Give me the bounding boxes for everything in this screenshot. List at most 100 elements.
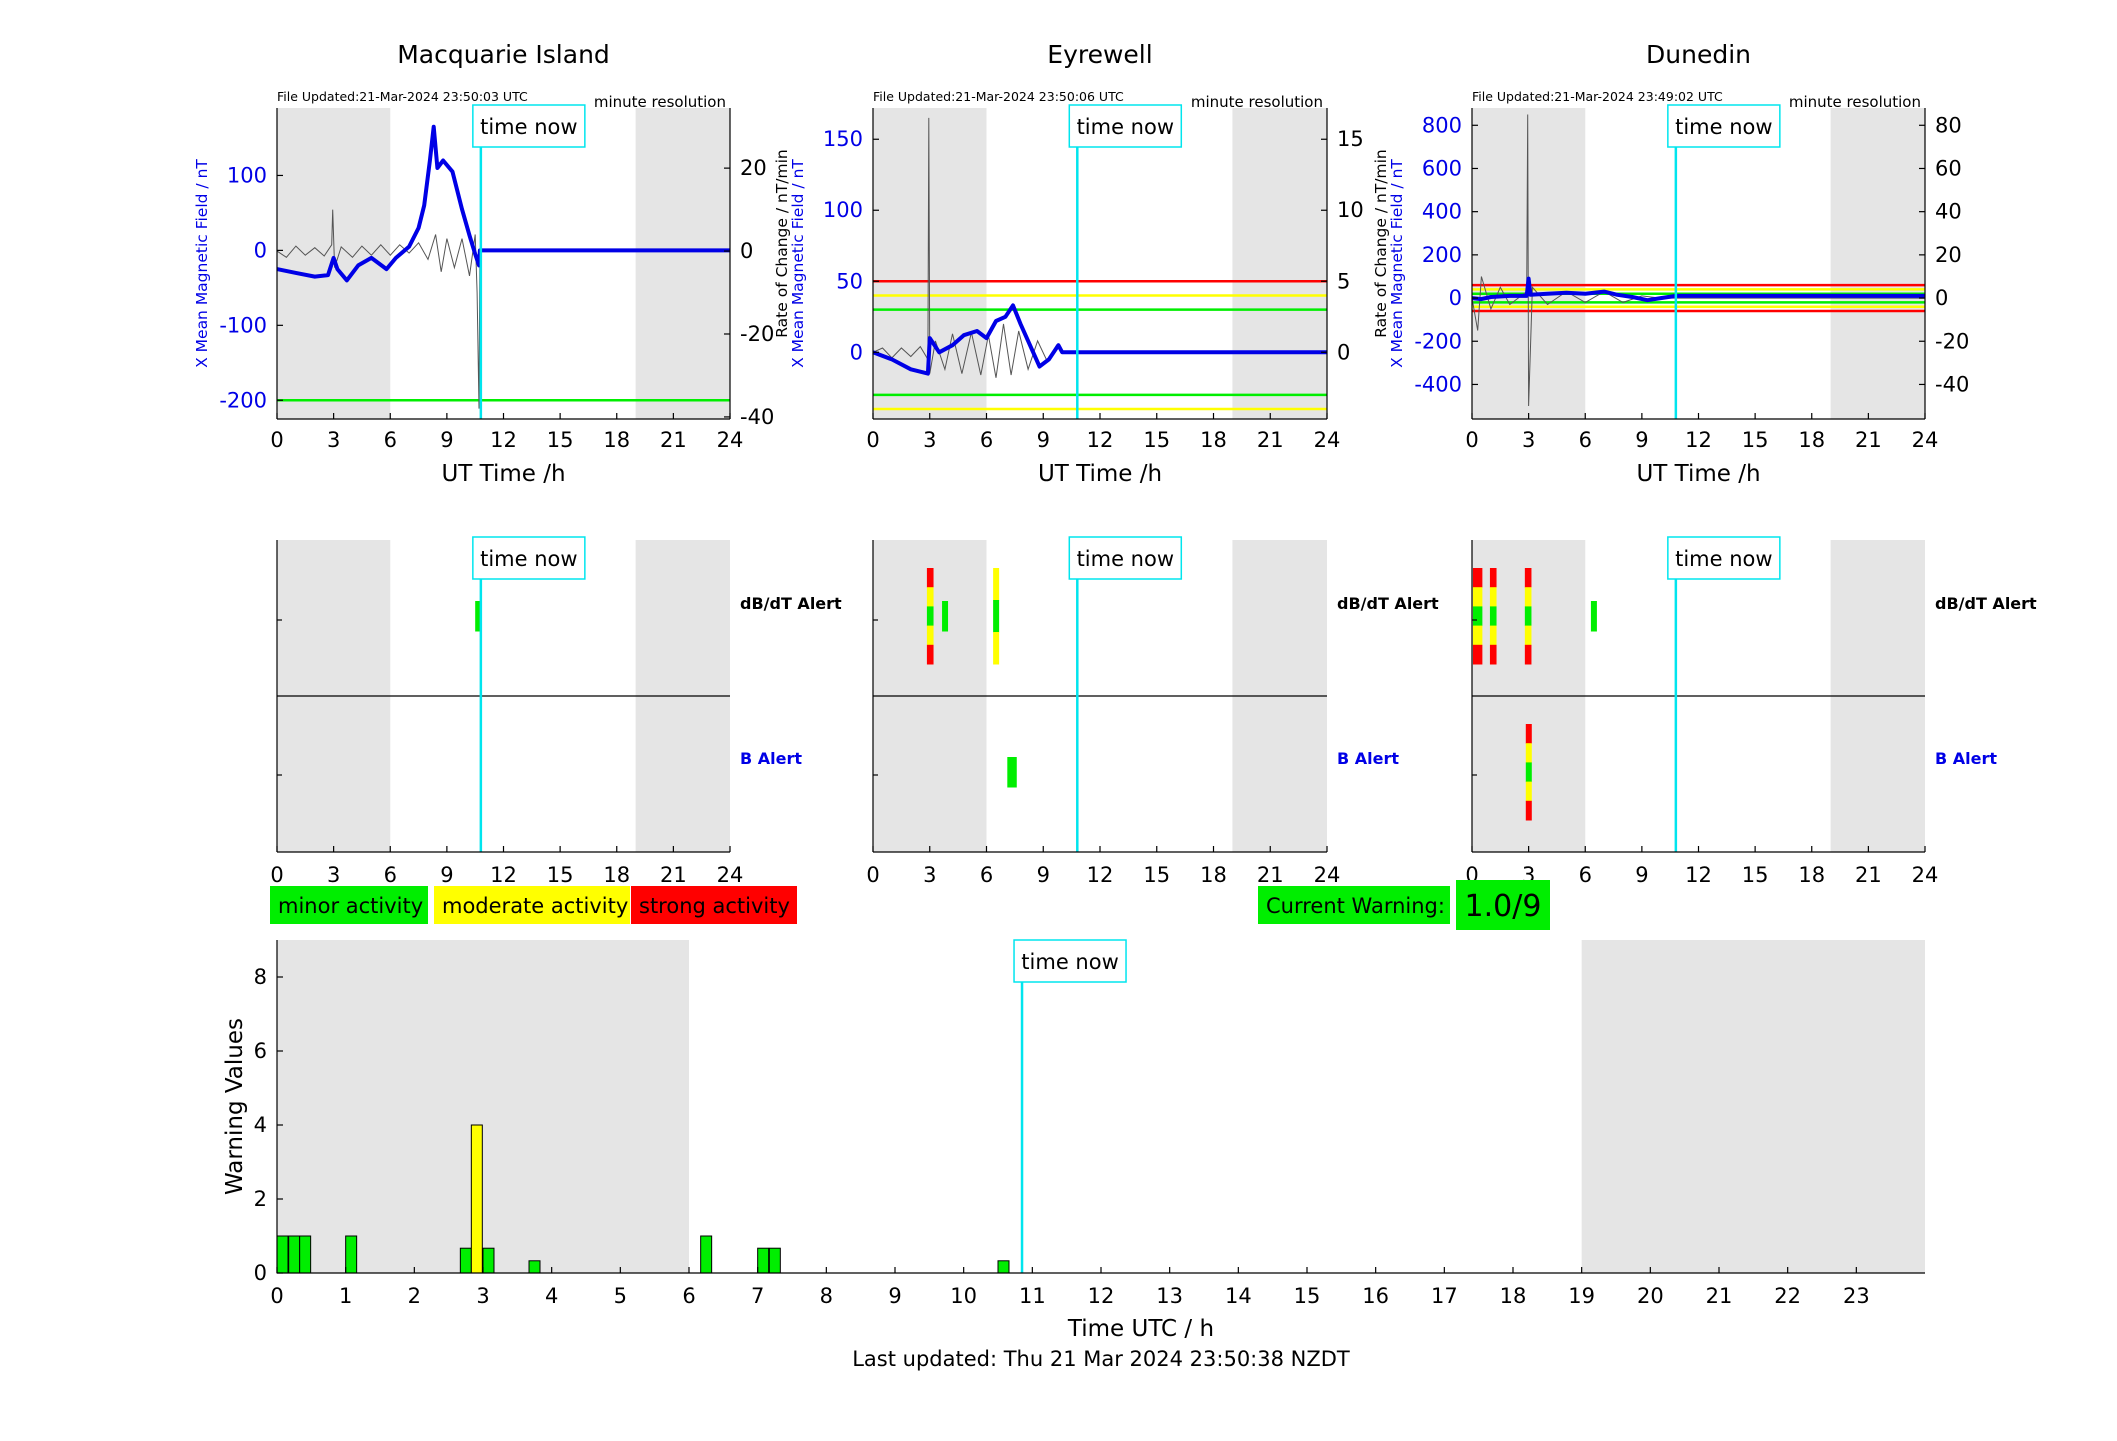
night-shading (635, 108, 730, 419)
x-tick-label: 0 (270, 863, 283, 887)
y-tick-label: 4 (254, 1113, 267, 1137)
y-left-tick-label: 800 (1422, 113, 1462, 137)
x-tick-label: 22 (1774, 1284, 1801, 1308)
station-panel-macquarie: Macquarie Island File Updated:21-Mar-2024… (193, 40, 774, 487)
legend-label-strong: strong activity (639, 894, 790, 918)
current-warning: Current Warning: 1.0/9 (1258, 880, 1550, 930)
x-tick-label: 9 (1037, 863, 1050, 887)
x-tick-label: 12 (490, 863, 517, 887)
x-tick-label: 0 (270, 428, 283, 452)
y-left-tick-label: 400 (1422, 200, 1462, 224)
x-tick-label: 21 (1257, 428, 1284, 452)
rate-of-change-series (276, 209, 730, 409)
x-tick-label: 3 (923, 863, 936, 887)
y-right-tick-label: 10 (1337, 198, 1364, 222)
x-tick-label: 21 (660, 428, 687, 452)
b-alert-segment-moderate (1525, 781, 1532, 802)
b-alert-segment-moderate (1525, 743, 1532, 763)
y-right-tick-label: 0 (1935, 286, 1948, 310)
file-updated: File Updated:21-Mar-2024 23:49:02 UTC (1472, 89, 1723, 104)
dbdt-alert-segment-moderate (1472, 625, 1483, 646)
x-tick-label: 16 (1362, 1284, 1389, 1308)
time-now-box (472, 104, 586, 148)
x-tick-label: 0 (270, 1284, 283, 1308)
x-tick-label: 12 (1087, 863, 1114, 887)
b-alert-label: B Alert (1935, 749, 1997, 768)
dbdt-alert-segment-strong (1472, 568, 1483, 588)
x-tick-label: 23 (1843, 1284, 1870, 1308)
file-updated: File Updated:21-Mar-2024 23:50:03 UTC (277, 89, 528, 104)
current-warning-value: 1.0/9 (1465, 889, 1542, 924)
dbdt-alert-segment-moderate (1489, 587, 1497, 607)
resolution-label: minute resolution (1191, 93, 1323, 111)
b-alert-segment-strong (1525, 800, 1532, 821)
night-shading (1581, 940, 1925, 1273)
x-tick-label: 6 (384, 428, 397, 452)
dbdt-alert-label: dB/dT Alert (1337, 594, 1439, 613)
time-now-box (1667, 536, 1781, 580)
x-tick-label: 4 (545, 1284, 558, 1308)
dbdt-alert-label: dB/dT Alert (1935, 594, 2037, 613)
night-shading (1830, 108, 1925, 419)
warning-bar (997, 1260, 1010, 1274)
y-right-axis-label: Rate of Change / nT/min (773, 149, 791, 338)
x-tick-label: 11 (1019, 1284, 1046, 1308)
y-tick-label: 6 (254, 1039, 267, 1063)
x-tick-label: 9 (888, 1284, 901, 1308)
dbdt-alert-segment-strong (926, 644, 934, 665)
station-title: Eyrewell (1047, 40, 1152, 69)
time-now-box (472, 536, 586, 580)
time-now-label: time now (1021, 950, 1118, 974)
time-now-label: time now (480, 547, 577, 571)
station-panel-eyrewell: Eyrewell File Updated:21-Mar-2024 23:50:0… (773, 40, 1364, 487)
legend-label-minor: minor activity (278, 894, 423, 918)
x-tick-label: 15 (1742, 428, 1769, 452)
x-tick-label: 6 (384, 863, 397, 887)
y-left-tick-label: 0 (850, 340, 863, 364)
x-tick-label: 13 (1156, 1284, 1183, 1308)
x-tick-label: 9 (440, 428, 453, 452)
warning-bar (768, 1247, 781, 1274)
warning-bar (345, 1235, 358, 1274)
dbdt-alert-segment-minor (1590, 601, 1597, 632)
y-left-tick-label: 100 (227, 163, 267, 187)
x-tick-label: 19 (1568, 1284, 1595, 1308)
time-now-label: time now (480, 115, 577, 139)
x-tick-label: 21 (1855, 863, 1882, 887)
resolution-label: minute resolution (594, 93, 726, 111)
dbdt-alert-segment-minor (942, 601, 949, 632)
x-tick-label: 24 (1314, 863, 1341, 887)
x-tick-label: 18 (1500, 1284, 1527, 1308)
x-tick-label: 18 (603, 428, 630, 452)
x-tick-label: 12 (1088, 1284, 1115, 1308)
time-now-box (1068, 536, 1183, 580)
dbdt-alert-segment-minor (926, 606, 934, 627)
y-left-tick-label: -400 (1414, 372, 1462, 396)
y-left-tick-label: 600 (1422, 156, 1462, 180)
x-tick-label: 21 (1855, 428, 1882, 452)
dbdt-alert-segment-moderate (1524, 625, 1532, 646)
station-title: Dunedin (1646, 40, 1751, 69)
file-updated: File Updated:21-Mar-2024 23:50:06 UTC (873, 89, 1124, 104)
warning-bar (470, 1124, 483, 1274)
time-now-label: time now (1675, 115, 1772, 139)
dbdt-alert-segment-moderate (926, 625, 934, 646)
x-tick-label: 0 (1465, 428, 1478, 452)
x-axis-label: UT Time /h (1038, 461, 1162, 487)
x-tick-label: 18 (603, 863, 630, 887)
y-right-tick-label: -20 (1935, 329, 1969, 353)
x-tick-label: 18 (1200, 428, 1227, 452)
dbdt-alert-segment-minor (1489, 606, 1497, 627)
b-alert-label: B Alert (1337, 749, 1399, 768)
dbdt-alert-segment-strong (1489, 568, 1497, 588)
y-left-tick-label: -200 (219, 388, 267, 412)
current-warning-label-box (1258, 886, 1450, 924)
rate-of-change-series (872, 117, 1327, 378)
x-tick-label: 3 (1522, 428, 1535, 452)
b-alert-label: B Alert (740, 749, 802, 768)
x-tick-label: 9 (1037, 428, 1050, 452)
x-tick-label: 17 (1431, 1284, 1458, 1308)
x-tick-label: 21 (1257, 863, 1284, 887)
x-tick-label: 10 (950, 1284, 977, 1308)
dbdt-alert-segment-strong (1489, 644, 1497, 665)
